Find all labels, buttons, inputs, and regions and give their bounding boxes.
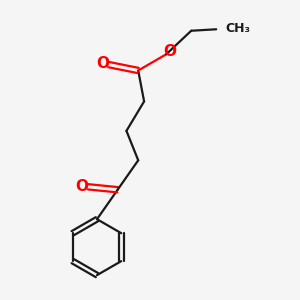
Text: O: O bbox=[164, 44, 176, 59]
Text: O: O bbox=[96, 56, 109, 71]
Text: O: O bbox=[75, 179, 88, 194]
Text: CH₃: CH₃ bbox=[225, 22, 250, 35]
